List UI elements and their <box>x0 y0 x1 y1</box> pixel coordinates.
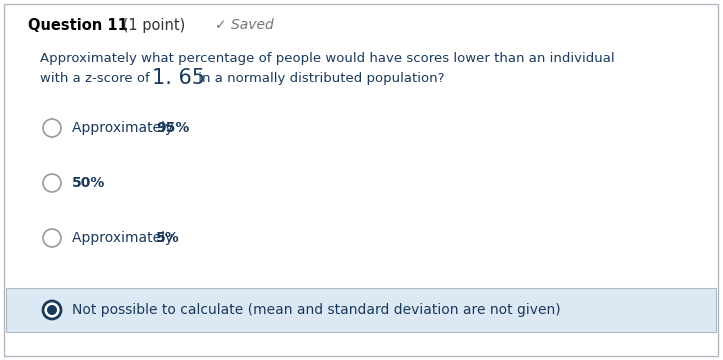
Text: ✓ Saved: ✓ Saved <box>215 18 274 32</box>
Text: Question 11: Question 11 <box>28 18 128 33</box>
FancyBboxPatch shape <box>4 4 718 356</box>
Text: with a z-score of: with a z-score of <box>40 72 154 85</box>
Text: Approximately: Approximately <box>72 231 178 245</box>
Text: 1. 65: 1. 65 <box>152 68 205 88</box>
Text: 5%: 5% <box>156 231 180 245</box>
Text: Not possible to calculate (mean and standard deviation are not given): Not possible to calculate (mean and stan… <box>72 303 560 317</box>
Text: 50%: 50% <box>72 176 106 190</box>
Circle shape <box>43 229 61 247</box>
Text: Approximately: Approximately <box>72 121 178 135</box>
Circle shape <box>43 119 61 137</box>
Text: Approximately what percentage of people would have scores lower than an individu: Approximately what percentage of people … <box>40 52 615 65</box>
Text: (1 point): (1 point) <box>118 18 185 33</box>
Circle shape <box>47 305 57 315</box>
Text: in a normally distributed population?: in a normally distributed population? <box>194 72 445 85</box>
Circle shape <box>43 301 61 319</box>
Circle shape <box>43 174 61 192</box>
Text: 95%: 95% <box>156 121 189 135</box>
FancyBboxPatch shape <box>6 288 716 332</box>
